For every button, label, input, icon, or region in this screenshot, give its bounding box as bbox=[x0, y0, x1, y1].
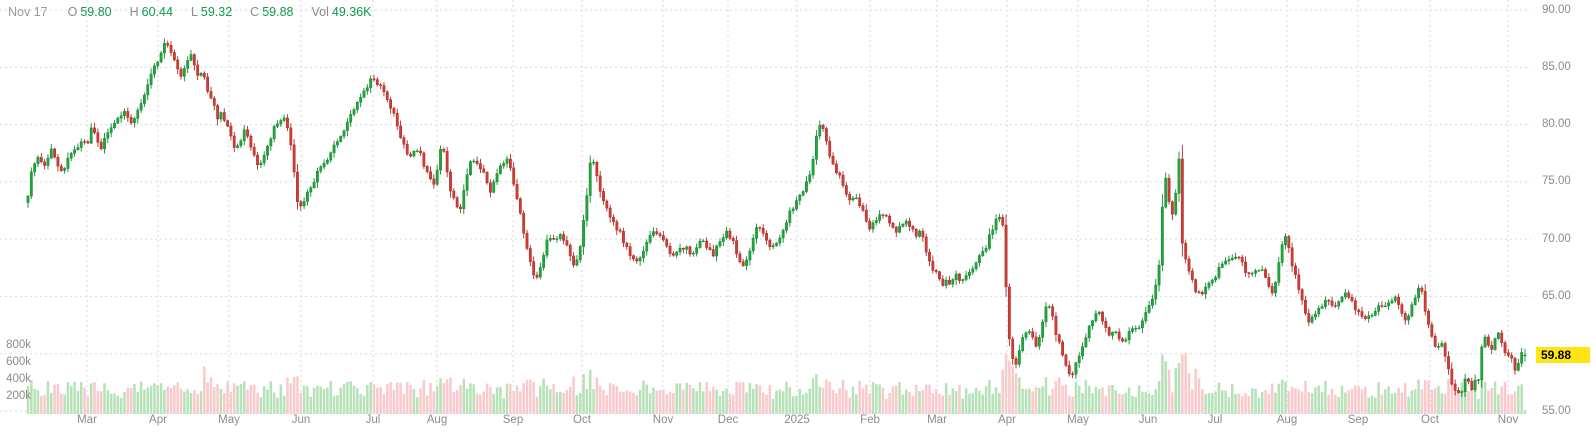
last-price-badge: 59.88 bbox=[1536, 347, 1590, 363]
time-axis-label: Apr bbox=[998, 414, 1016, 426]
price-axis-label: 55.00 bbox=[1542, 405, 1571, 417]
price-axis-label: 80.00 bbox=[1542, 118, 1571, 130]
time-axis-label: Oct bbox=[573, 414, 591, 426]
time-axis-label: Nov bbox=[652, 414, 674, 426]
time-axis-label: May bbox=[218, 414, 240, 426]
time-axis-label: Dec bbox=[717, 414, 739, 426]
time-axis-label: May bbox=[1067, 414, 1089, 426]
time-axis-label: Sep bbox=[1347, 414, 1369, 426]
time-axis-label: Nov bbox=[1497, 414, 1519, 426]
price-axis-label: 85.00 bbox=[1542, 61, 1571, 73]
time-axis-label: Mar bbox=[927, 414, 947, 426]
time-axis-label: Jul bbox=[365, 414, 381, 426]
volume-axis-label: 600k bbox=[6, 356, 31, 368]
legend-close: C 59.88 bbox=[250, 5, 294, 19]
time-axis-label: Jun bbox=[1138, 414, 1158, 426]
ohlc-legend: Nov 17 O 59.80 H 60.44 L 59.32 C 59.88 Vol 49.36K bbox=[8, 5, 390, 19]
time-axis-label: Jul bbox=[1207, 414, 1223, 426]
volume-axis-label: 400k bbox=[6, 373, 31, 385]
time-axis-label: Aug bbox=[426, 414, 448, 426]
price-axis-label: 65.00 bbox=[1542, 290, 1571, 302]
price-axis-label: 90.00 bbox=[1542, 4, 1571, 16]
time-axis-label: Aug bbox=[1276, 414, 1298, 426]
time-axis-label: Mar bbox=[77, 414, 97, 426]
legend-open: O 59.80 bbox=[67, 5, 112, 19]
time-axis-label: Feb bbox=[860, 414, 880, 426]
volume-axis-label: 800k bbox=[6, 339, 31, 351]
volume-axis-label: 200k bbox=[6, 390, 31, 402]
time-axis-label: 2025 bbox=[784, 414, 810, 426]
legend-volume: Vol 49.36K bbox=[311, 5, 372, 19]
time-axis-label: Apr bbox=[149, 414, 167, 426]
legend-high: H 60.44 bbox=[129, 5, 173, 19]
time-axis-label: Jun bbox=[291, 414, 311, 426]
legend-date: Nov 17 bbox=[8, 5, 48, 19]
legend-low: L 59.32 bbox=[190, 5, 233, 19]
price-axis-label: 75.00 bbox=[1542, 175, 1571, 187]
time-axis-label: Sep bbox=[502, 414, 524, 426]
price-axis-label: 70.00 bbox=[1542, 233, 1571, 245]
time-axis-label: Oct bbox=[1421, 414, 1439, 426]
